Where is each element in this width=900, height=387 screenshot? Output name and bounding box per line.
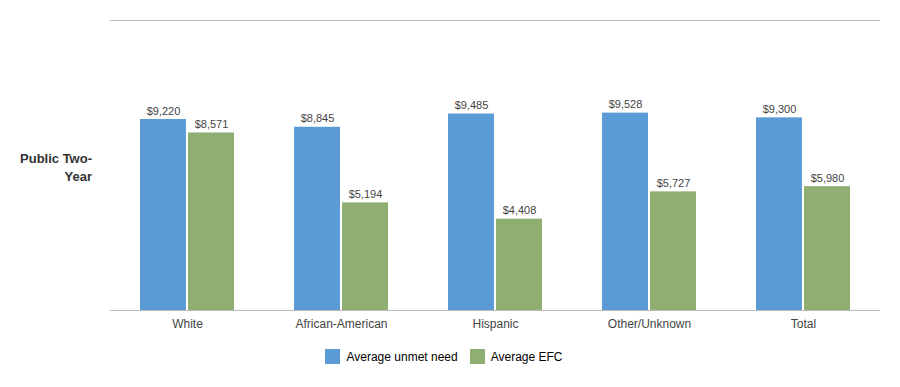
svg-text:Hispanic: Hispanic <box>472 317 518 331</box>
html-text:Public Two- Year: Public Two- Year <box>20 150 92 184</box>
svg-text:$5,980: $5,980 <box>811 172 845 184</box>
svg-text:$9,485: $9,485 <box>455 99 489 111</box>
svg-text:$9,528: $9,528 <box>609 98 643 110</box>
svg-text:African-American: African-American <box>295 317 387 331</box>
html-text:Average EFC: Average EFC <box>490 349 563 364</box>
svg-text:Total: Total <box>791 317 816 331</box>
svg-text:$5,194: $5,194 <box>349 188 383 200</box>
svg-text:White: White <box>172 317 203 331</box>
html-text:Average unmet need: Average unmet need <box>346 349 458 364</box>
svg-text:$5,727: $5,727 <box>657 177 691 189</box>
svg-text:$8,571: $8,571 <box>195 118 229 130</box>
svg-text:$4,408: $4,408 <box>503 204 537 216</box>
svg-text:$9,220: $9,220 <box>147 105 181 117</box>
svg-text:$8,845: $8,845 <box>301 112 335 124</box>
svg-text:Other/Unknown: Other/Unknown <box>608 317 691 331</box>
svg-text:$9,300: $9,300 <box>763 103 797 115</box>
